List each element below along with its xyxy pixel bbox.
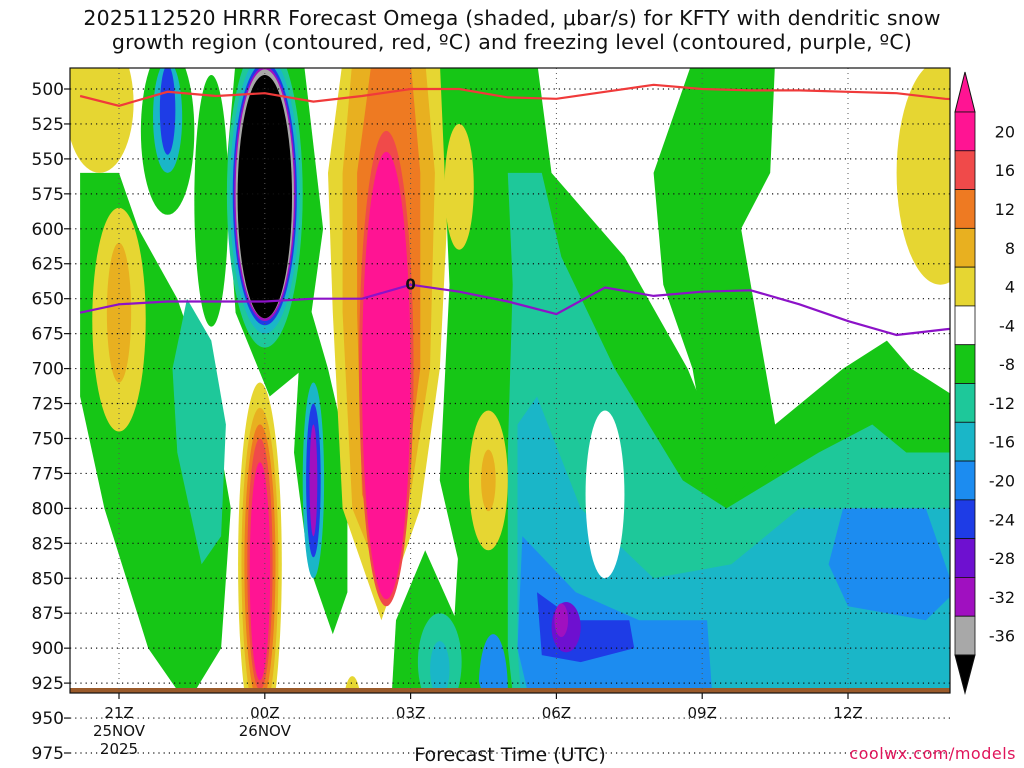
colorbar-swatch	[954, 577, 976, 617]
colorbar-label: 4	[1005, 278, 1015, 297]
omega-core-p20-low	[249, 462, 271, 681]
terrain-strip	[70, 688, 950, 693]
chart-title-line1: 2025112520 HRRR Forecast Omega (shaded, …	[83, 6, 941, 30]
y-tick-label: 625	[32, 255, 64, 275]
x-tick-date: 26NOV	[239, 722, 292, 740]
y-tick-label: 525	[32, 115, 64, 135]
y-tick-label: 675	[32, 325, 64, 345]
omega-region-p8-left	[106, 242, 132, 383]
y-tick-label: 775	[32, 464, 64, 484]
colorbar-swatch	[954, 383, 976, 423]
omega-region-m16-low	[478, 634, 508, 693]
x-tick-label: 09Z	[688, 704, 717, 722]
colorbar-swatch	[954, 189, 976, 229]
colorbar-swatch	[954, 538, 976, 578]
omega-region-m4-upper	[653, 68, 780, 509]
colorbar-label: -20	[989, 471, 1015, 490]
omega-region-m8-left	[172, 298, 226, 565]
x-tick-label: 12Z	[833, 704, 862, 722]
y-tick-label: 925	[32, 674, 64, 694]
x-tick-label: 21Z	[104, 704, 133, 722]
y-tick-label: 825	[32, 534, 64, 554]
omega-core-m28	[554, 603, 569, 637]
omega-core-m36	[237, 75, 293, 319]
y-tick-label: 975	[32, 744, 64, 764]
colorbar-swatch	[954, 111, 976, 152]
colorbar-label: -32	[989, 588, 1015, 607]
x-tick-label: 00Z	[250, 704, 279, 722]
colorbar-swatch	[954, 421, 976, 462]
y-tick-label: 900	[32, 639, 64, 659]
site-credit[interactable]: coolwx.com/models	[849, 744, 1016, 763]
omega-core-p20-column	[362, 151, 411, 600]
colorbar-label: -12	[989, 394, 1015, 413]
colorbar-swatch	[954, 615, 976, 656]
omega-region-m16-right	[828, 508, 950, 621]
omega-region-p4-right	[896, 68, 950, 285]
colorbar-label: 20	[995, 122, 1015, 141]
y-tick-label: 700	[32, 360, 64, 380]
omega-region-m28-mid	[309, 424, 318, 537]
y-tick-label: 550	[32, 150, 64, 170]
y-tick-label: 650	[32, 290, 64, 310]
colorbar-label: 12	[995, 200, 1015, 219]
y-tick-label: 575	[32, 185, 64, 205]
omega-region-m12-low	[430, 641, 450, 693]
colorbar-label: -16	[989, 433, 1015, 452]
chart-title: 2025112520 HRRR Forecast Omega (shaded, …	[0, 6, 1024, 54]
y-tick-label: 950	[32, 709, 64, 729]
y-tick-label: 800	[32, 499, 64, 519]
colorbar-swatch	[954, 227, 976, 268]
colorbar-label: -4	[999, 316, 1015, 335]
y-tick-label: 600	[32, 220, 64, 240]
y-tick-label: 725	[32, 395, 64, 415]
omega-region-p8-mid	[481, 449, 496, 512]
omega-region-p4-corner	[70, 68, 134, 173]
plot-frame	[69, 67, 951, 694]
omega-region-m4-upper-left	[194, 75, 229, 327]
y-tick-label: 850	[32, 569, 64, 589]
colorbar-label: 8	[1005, 239, 1015, 258]
y-tick-label: 750	[32, 429, 64, 449]
colorbar-swatch	[954, 460, 976, 501]
x-axis-label: Forecast Time (UTC)	[414, 744, 606, 766]
y-tick-label: 500	[32, 80, 64, 100]
colorbar-arrow-bottom	[954, 654, 976, 695]
colorbar-label: -24	[989, 510, 1015, 529]
x-tick-label: 03Z	[396, 704, 425, 722]
colorbar-swatch	[954, 344, 976, 384]
colorbar-swatch	[954, 150, 976, 190]
dgz-line	[79, 83, 950, 107]
colorbar-swatch	[954, 266, 976, 307]
omega-region-m20-top-left	[159, 68, 176, 155]
colorbar-label: -8	[999, 355, 1015, 374]
omega-region-p4-small	[444, 123, 474, 250]
chart-title-line2: growth region (contoured, red, ºC) and f…	[111, 30, 913, 54]
omega-hole-white	[585, 410, 625, 579]
colorbar-swatch	[954, 305, 976, 346]
x-tick-date: 25NOV	[93, 722, 146, 740]
x-tick-label: 06Z	[542, 704, 571, 722]
colorbar-swatch	[954, 499, 976, 540]
colorbar-label: -36	[989, 627, 1015, 646]
colorbar-label: 16	[995, 161, 1015, 180]
colorbar-arrow-top	[954, 71, 976, 113]
freezing-level-label: 0	[405, 276, 415, 294]
freezing-level-line	[79, 283, 950, 337]
y-tick-label: 875	[32, 604, 64, 624]
colorbar-label: -28	[989, 549, 1015, 568]
x-tick-year: 2025	[100, 740, 138, 758]
